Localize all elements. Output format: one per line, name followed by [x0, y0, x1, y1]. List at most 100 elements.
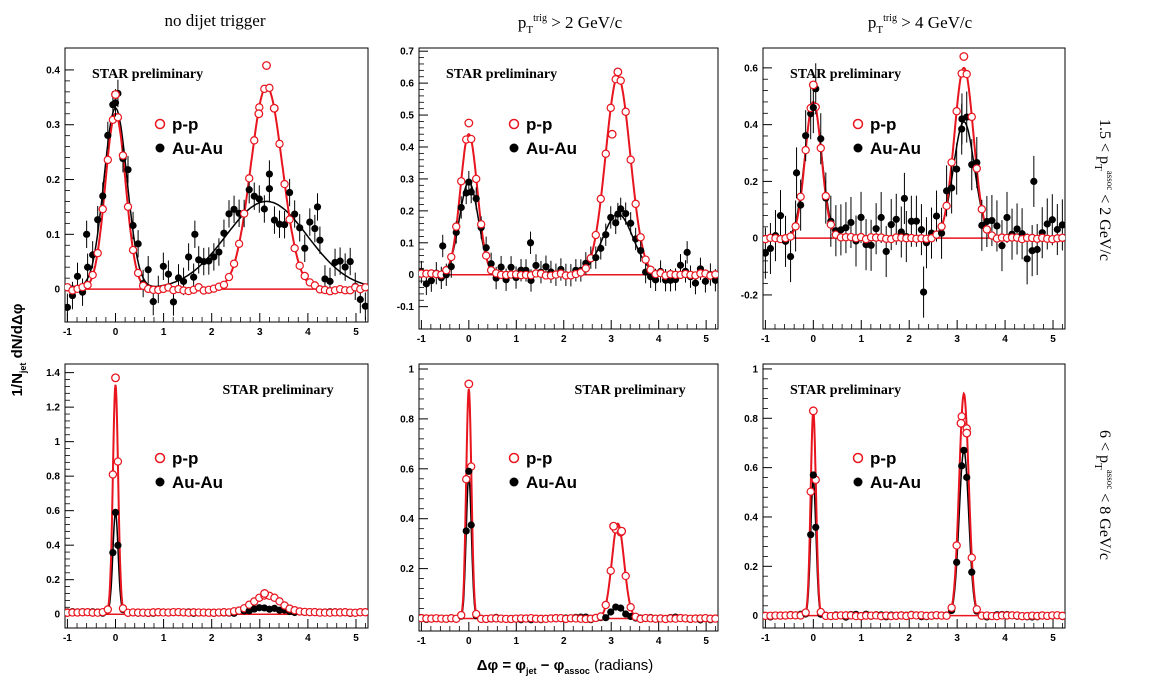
- auau-point: [763, 249, 769, 257]
- x-tick-label: 4: [1002, 334, 1008, 345]
- pp-point: [254, 109, 264, 119]
- pp-point: [962, 428, 972, 438]
- pp-point: [361, 608, 368, 617]
- legend-auau-label: Au-Au: [172, 139, 223, 158]
- auau-point: [809, 471, 817, 479]
- pp-point: [123, 202, 133, 212]
- plot-area: [763, 391, 1065, 621]
- pp-point: [133, 268, 143, 278]
- plot-area: [419, 379, 718, 624]
- x-tick-label: 0: [811, 633, 817, 644]
- auau-point: [265, 185, 274, 193]
- plot-area: [65, 373, 368, 618]
- legend-pp-label: p-p: [172, 449, 198, 468]
- pp-point: [617, 526, 627, 536]
- pp-point: [972, 164, 981, 173]
- pp-point: [111, 373, 120, 383]
- auau-point: [497, 263, 505, 271]
- pp-point: [113, 457, 123, 466]
- auau-point: [701, 277, 710, 285]
- x-axis-label: Δφ = φjet − φassoc (radians): [477, 657, 654, 676]
- pp-point: [606, 566, 615, 575]
- plot-frame: [64, 363, 369, 629]
- pp-point: [262, 61, 271, 70]
- pp-point: [631, 199, 640, 209]
- pp-point: [118, 604, 128, 613]
- x-tick-label: 1: [514, 636, 520, 647]
- auau-point: [341, 263, 349, 271]
- y-axis-label: 1/Njet dN/dΔφ: [9, 303, 28, 396]
- y-tick-label: 0.6: [744, 63, 758, 74]
- auau-point: [111, 508, 120, 516]
- y-tick-label: 0.3: [46, 120, 60, 131]
- x-tick-label: 2: [209, 327, 215, 338]
- auau-point: [301, 244, 309, 252]
- pp-point: [821, 191, 830, 201]
- auau-point: [953, 558, 961, 566]
- pp-point: [636, 233, 645, 242]
- pp-point: [952, 107, 961, 116]
- x-tick-label: 5: [353, 327, 359, 338]
- y-tick-label: -0.2: [741, 290, 759, 301]
- legend-auau-label: Au-Au: [526, 139, 577, 158]
- pp-point: [361, 283, 368, 292]
- pp-point: [962, 69, 971, 79]
- auau-point: [245, 186, 253, 194]
- pp-point: [621, 571, 630, 581]
- auau-point: [857, 213, 865, 222]
- auau-point: [1043, 220, 1051, 228]
- pp-point: [280, 179, 289, 189]
- y-tick-label: 0.8: [744, 414, 758, 425]
- auau-point: [1030, 177, 1038, 186]
- pp-point: [118, 151, 128, 160]
- x-tick-label: 3: [608, 334, 614, 345]
- auau-point: [867, 241, 875, 249]
- pp-point: [285, 215, 294, 224]
- pp-point: [1058, 611, 1065, 621]
- auau-point: [205, 257, 213, 265]
- auau-point: [255, 195, 263, 203]
- plot-frame: [418, 363, 719, 632]
- pp-point: [462, 475, 471, 484]
- col-title-1: no dijet trigger: [164, 11, 265, 30]
- pp-point: [467, 134, 476, 144]
- plot-area: [65, 61, 368, 322]
- plot-frame: [64, 47, 369, 323]
- auau-point: [270, 216, 279, 224]
- pp-point: [108, 470, 118, 479]
- auau-point: [963, 473, 971, 481]
- pp-point: [93, 248, 102, 258]
- pp-point: [977, 205, 987, 214]
- auau-point: [614, 210, 622, 218]
- legend-pp-marker: [508, 452, 520, 464]
- pp-point: [128, 245, 138, 255]
- auau-point: [960, 446, 968, 454]
- y-tick-label: 0: [54, 610, 60, 621]
- auau-point: [683, 248, 691, 256]
- auau-point: [174, 274, 183, 282]
- y-tick-label: 0.2: [46, 575, 60, 586]
- auau-point: [104, 131, 112, 139]
- y-tick-label: 0.8: [400, 414, 414, 425]
- y-tick-label: 0.7: [400, 47, 414, 58]
- pp-point: [300, 271, 309, 281]
- auau-point: [887, 221, 895, 229]
- auau-point: [1033, 245, 1041, 254]
- auau-point: [230, 205, 238, 213]
- auau-point: [149, 298, 157, 306]
- auau-point: [225, 210, 233, 218]
- pp-point: [581, 264, 591, 273]
- y-tick-label: 0.6: [46, 506, 60, 517]
- auau-point: [462, 527, 470, 535]
- auau-point: [802, 132, 810, 140]
- panel-bottom-left: 0 0.2 0.4 0.6 0.8 1 1.2 1.4 -1 0 1 2 3 4 5 STAR prelimi…: [46, 363, 369, 644]
- pp-point: [942, 201, 951, 211]
- auau-point: [892, 215, 900, 223]
- pp-point: [641, 255, 650, 264]
- x-tick-label: 1: [161, 327, 167, 338]
- auau-point: [809, 104, 817, 112]
- y-tick-label: 0: [54, 285, 60, 296]
- auau-point: [255, 604, 263, 612]
